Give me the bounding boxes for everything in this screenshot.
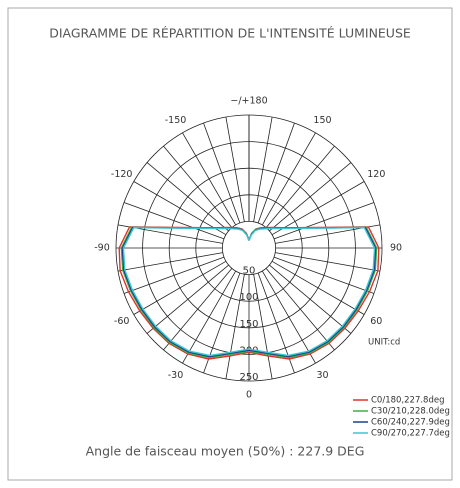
theta-tick-label: −/+180: [230, 96, 267, 107]
theta-tick-label: -150: [165, 115, 187, 126]
ring: [168, 167, 330, 329]
theta-tick-label: 120: [367, 169, 385, 180]
r-tick-label: 250: [239, 372, 258, 383]
legend-label: C90/270,227.7deg: [371, 429, 450, 439]
r-tick-label: 50: [243, 266, 256, 277]
footer: Angle de faisceau moyen (50%) : 227.9 DE…: [86, 444, 365, 459]
theta-tick-label: 90: [390, 243, 402, 254]
ring: [115, 114, 383, 382]
unit-label: UNIT:cd: [368, 338, 400, 348]
legend-label: C30/210,228.0deg: [371, 407, 450, 417]
theta-tick-label: 30: [316, 370, 328, 381]
theta-tick-label: -60: [114, 316, 130, 327]
theta-tick-label: -30: [168, 370, 184, 381]
ring: [221, 220, 276, 275]
theta-tick-label: -90: [94, 243, 110, 254]
legend-label: C0/180,227.8deg: [371, 396, 445, 406]
r-tick-label: 100: [239, 292, 258, 303]
legend-label: C60/240,227.9deg: [371, 418, 450, 428]
theta-tick-label: -120: [111, 169, 133, 180]
intensity-curve: [122, 226, 376, 357]
theta-tick-label: 0: [246, 390, 252, 401]
frame: [7, 7, 453, 481]
theta-tick-label: 60: [370, 316, 382, 327]
ring: [142, 141, 356, 355]
theta-tick-label: 150: [313, 115, 331, 126]
ring: [195, 194, 303, 302]
chart-title: DIAGRAMME DE RÉPARTITION DE L'INTENSITÉ …: [49, 26, 411, 41]
r-tick-label: 150: [239, 319, 258, 330]
